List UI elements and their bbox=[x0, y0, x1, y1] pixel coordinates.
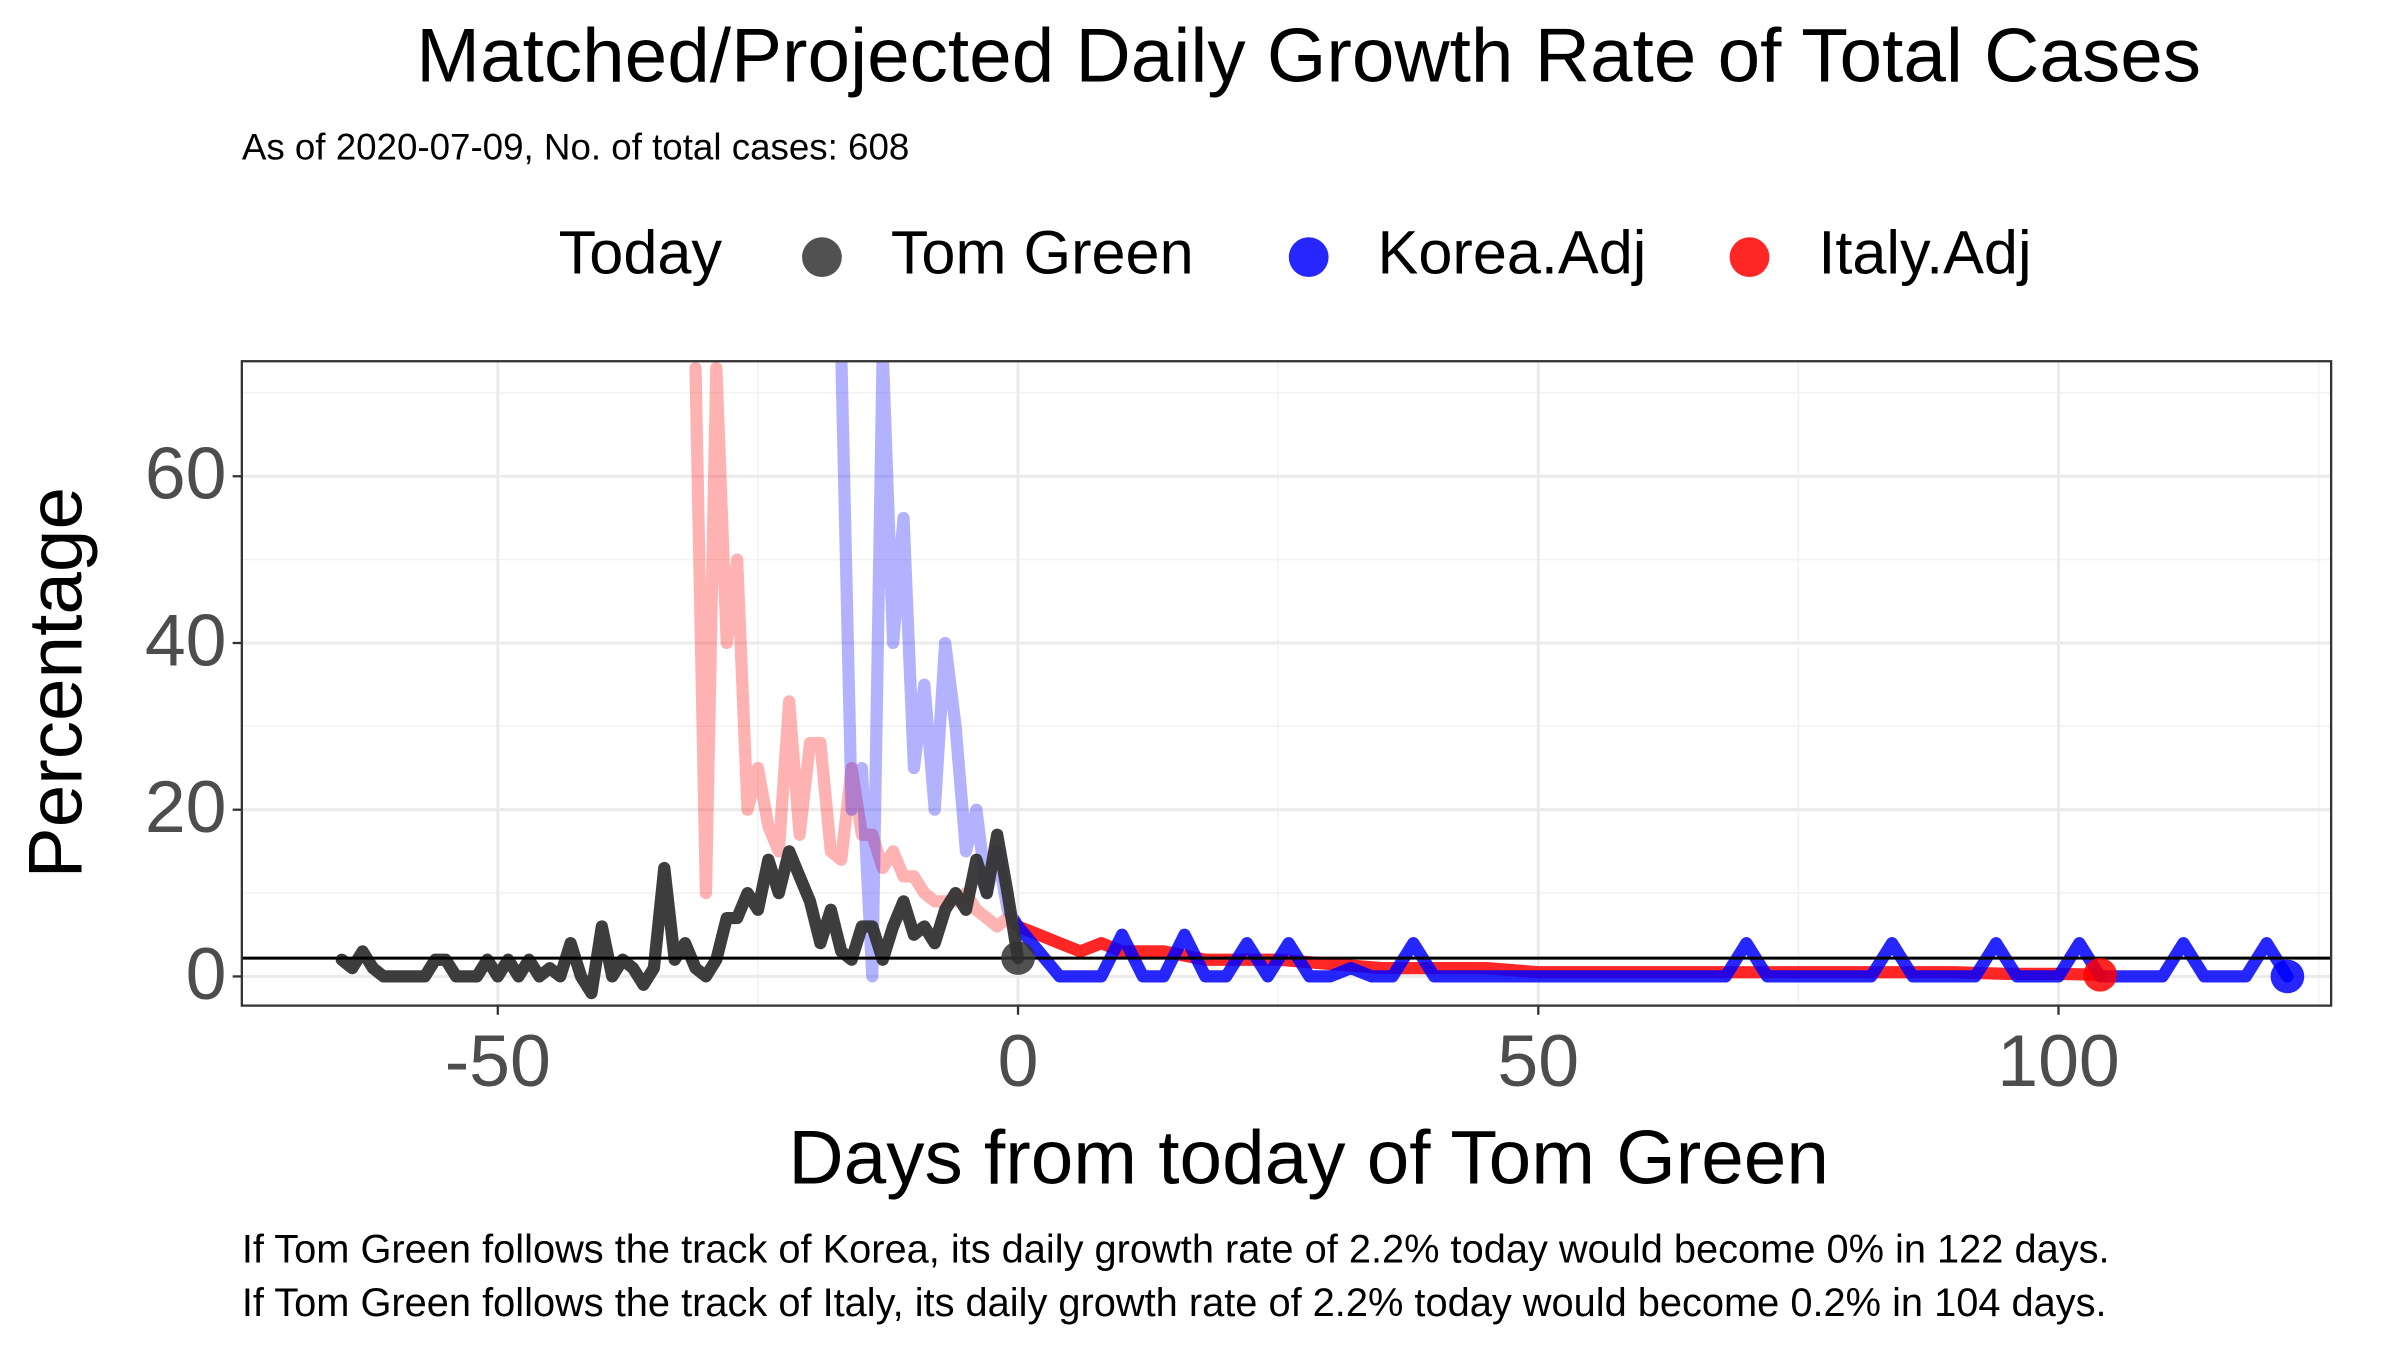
legend-label: Korea.Adj bbox=[1378, 218, 1647, 286]
legend-key bbox=[1729, 237, 1770, 278]
y-tick-label: 20 bbox=[145, 765, 227, 848]
chart-title: Matched/Projected Daily Growth Rate of T… bbox=[416, 13, 2201, 98]
end-point bbox=[2083, 957, 2117, 992]
legend-key bbox=[1288, 237, 1329, 278]
y-tick-label: 60 bbox=[145, 432, 227, 515]
y-tick-label: 40 bbox=[145, 598, 227, 681]
x-tick-label: 100 bbox=[1997, 1019, 2120, 1102]
series-line bbox=[835, 361, 2294, 983]
legend-label: Italy.Adj bbox=[1818, 218, 2031, 286]
y-tick-label: 0 bbox=[186, 932, 227, 1015]
legend-key bbox=[802, 237, 842, 278]
x-tick-label: 50 bbox=[1497, 1019, 1579, 1102]
x-axis-label: Days from today of Tom Green bbox=[788, 1115, 1828, 1200]
legend-label: Tom Green bbox=[891, 218, 1194, 286]
plot-area bbox=[241, 361, 2332, 1000]
panel-border bbox=[240, 360, 2333, 1007]
legend-title: Today bbox=[559, 218, 723, 286]
subtitle: As of 2020-07-09, No. of total cases: 60… bbox=[242, 127, 909, 168]
caption: If Tom Green follows the track of Italy,… bbox=[242, 1281, 2107, 1325]
x-tick-label: -50 bbox=[445, 1019, 551, 1102]
caption: If Tom Green follows the track of Korea,… bbox=[242, 1228, 2110, 1272]
x-tick-label: 0 bbox=[998, 1019, 1039, 1102]
y-axis-label: Percentage bbox=[13, 487, 98, 878]
end-point bbox=[2270, 959, 2305, 994]
series-line bbox=[335, 828, 1025, 1000]
end-point bbox=[1001, 941, 1035, 975]
